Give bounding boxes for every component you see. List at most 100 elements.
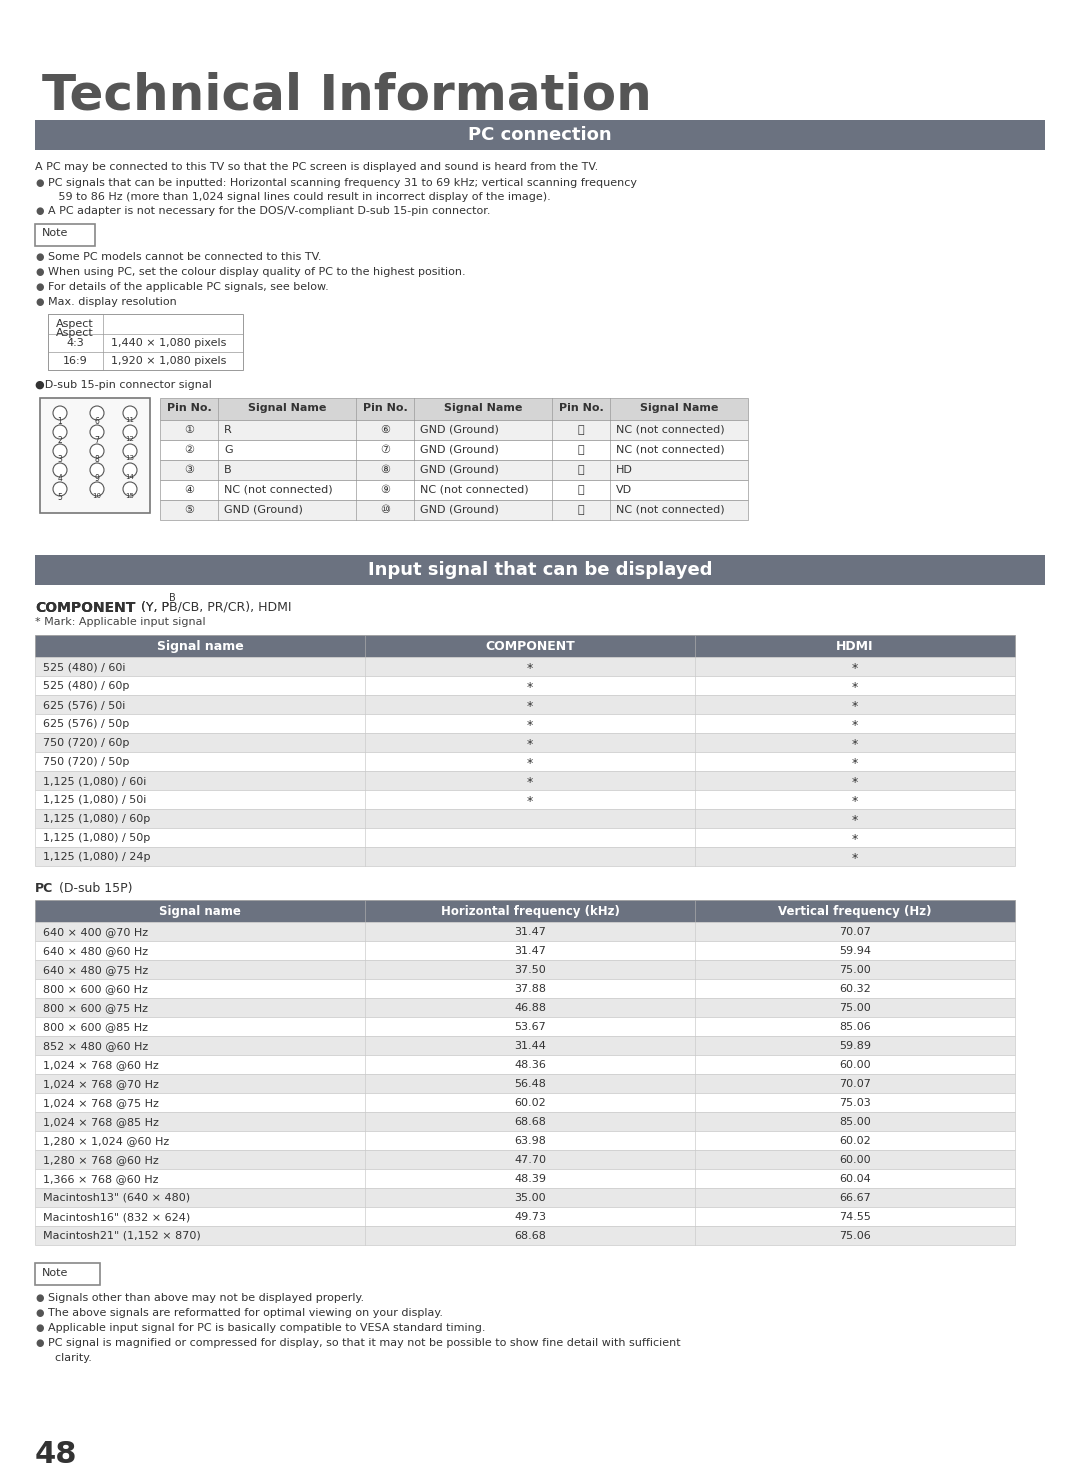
- Bar: [35, 1075, 1015, 1094]
- Bar: [35, 961, 1015, 978]
- Text: ⑨: ⑨: [380, 485, 390, 495]
- Text: 47.70: 47.70: [514, 1154, 546, 1165]
- Text: 625 (576) / 50i: 625 (576) / 50i: [43, 701, 125, 709]
- Text: ⒬: ⒬: [578, 466, 584, 474]
- Bar: [35, 120, 1045, 149]
- Text: * Mark: Applicable input signal: * Mark: Applicable input signal: [35, 616, 205, 627]
- Text: For details of the applicable PC signals, see below.: For details of the applicable PC signals…: [48, 282, 328, 293]
- Text: Aspect: Aspect: [56, 328, 94, 338]
- Bar: [160, 480, 748, 500]
- Text: 70.07: 70.07: [839, 927, 870, 937]
- Text: HD: HD: [616, 466, 633, 474]
- Text: ⑥: ⑥: [380, 426, 390, 435]
- Text: 1,024 × 768 @60 Hz: 1,024 × 768 @60 Hz: [43, 1060, 159, 1070]
- Text: *: *: [852, 834, 859, 845]
- Bar: [35, 1169, 1015, 1188]
- Text: 800 × 600 @85 Hz: 800 × 600 @85 Hz: [43, 1021, 148, 1032]
- Text: Macintosh16" (832 × 624): Macintosh16" (832 × 624): [43, 1212, 190, 1222]
- Bar: [35, 675, 1015, 695]
- Bar: [35, 1131, 1015, 1150]
- Text: ⑧: ⑧: [380, 466, 390, 474]
- Text: Max. display resolution: Max. display resolution: [48, 297, 177, 307]
- Text: 66.67: 66.67: [839, 1193, 870, 1203]
- Bar: [35, 733, 1015, 752]
- Circle shape: [90, 443, 104, 458]
- Text: 48.36: 48.36: [514, 1060, 545, 1070]
- Bar: [40, 398, 150, 513]
- Text: Note: Note: [42, 228, 68, 238]
- Text: 85.00: 85.00: [839, 1117, 870, 1128]
- Bar: [35, 695, 1015, 714]
- Text: ⑤: ⑤: [184, 505, 194, 514]
- Text: 1,125 (1,080) / 60p: 1,125 (1,080) / 60p: [43, 814, 150, 825]
- Text: ⒫: ⒫: [578, 445, 584, 455]
- Circle shape: [123, 406, 137, 420]
- Text: *: *: [527, 701, 534, 712]
- Text: 75.00: 75.00: [839, 965, 870, 975]
- Text: 13: 13: [125, 455, 135, 461]
- Bar: [48, 313, 103, 370]
- Text: *: *: [852, 757, 859, 770]
- Text: B: B: [224, 466, 231, 474]
- Text: PC signal is magnified or compressed for display, so that it may not be possible: PC signal is magnified or compressed for…: [48, 1338, 680, 1348]
- Text: 68.68: 68.68: [514, 1117, 545, 1128]
- Text: Input signal that can be displayed: Input signal that can be displayed: [368, 562, 712, 579]
- Text: COMPONENT: COMPONENT: [485, 640, 575, 653]
- Text: 53.67: 53.67: [514, 1021, 545, 1032]
- Text: Note: Note: [42, 1268, 68, 1278]
- Circle shape: [53, 482, 67, 497]
- Text: 31.47: 31.47: [514, 927, 545, 937]
- Bar: [35, 772, 1015, 791]
- Text: 1,366 × 768 @60 Hz: 1,366 × 768 @60 Hz: [43, 1174, 159, 1184]
- Text: 5: 5: [57, 494, 63, 503]
- Bar: [35, 998, 1015, 1017]
- Text: 750 (720) / 60p: 750 (720) / 60p: [43, 738, 130, 748]
- Text: 56.48: 56.48: [514, 1079, 545, 1089]
- Text: Aspect: Aspect: [56, 319, 94, 330]
- Circle shape: [90, 463, 104, 477]
- Text: 46.88: 46.88: [514, 1004, 546, 1012]
- Bar: [35, 1150, 1015, 1169]
- Text: ⑦: ⑦: [380, 445, 390, 455]
- Text: 60.00: 60.00: [839, 1154, 870, 1165]
- Text: ⒪: ⒪: [578, 426, 584, 435]
- Text: ③: ③: [184, 466, 194, 474]
- Text: PC signals that can be inputted: Horizontal scanning frequency 31 to 69 kHz; ver: PC signals that can be inputted: Horizon…: [48, 177, 637, 188]
- Circle shape: [53, 406, 67, 420]
- Text: 1,125 (1,080) / 50i: 1,125 (1,080) / 50i: [43, 795, 147, 806]
- Text: ●: ●: [35, 282, 43, 293]
- Text: ⒮: ⒮: [578, 505, 584, 514]
- Text: COMPONENT: COMPONENT: [35, 602, 135, 615]
- Circle shape: [90, 406, 104, 420]
- Bar: [35, 1017, 1015, 1036]
- Text: 1,125 (1,080) / 24p: 1,125 (1,080) / 24p: [43, 851, 150, 862]
- Bar: [160, 420, 748, 440]
- Text: 1,024 × 768 @75 Hz: 1,024 × 768 @75 Hz: [43, 1098, 159, 1108]
- Text: 1,280 × 1,024 @60 Hz: 1,280 × 1,024 @60 Hz: [43, 1137, 170, 1145]
- Circle shape: [123, 482, 137, 497]
- Bar: [35, 636, 1015, 658]
- Bar: [160, 500, 748, 520]
- Text: 48: 48: [35, 1440, 78, 1469]
- Text: 31.44: 31.44: [514, 1041, 545, 1051]
- Circle shape: [53, 426, 67, 439]
- Text: Signal Name: Signal Name: [247, 403, 326, 412]
- Text: B: B: [168, 593, 176, 603]
- Text: ④: ④: [184, 485, 194, 495]
- Text: Vertical frequency (Hz): Vertical frequency (Hz): [779, 905, 932, 918]
- Text: 37.50: 37.50: [514, 965, 545, 975]
- Text: ●: ●: [35, 253, 43, 262]
- Text: *: *: [527, 795, 534, 808]
- Text: GND (Ground): GND (Ground): [420, 445, 499, 455]
- Text: 37.88: 37.88: [514, 984, 546, 995]
- Text: Signal name: Signal name: [159, 905, 241, 918]
- Text: Signal Name: Signal Name: [444, 403, 523, 412]
- Text: Signal name: Signal name: [157, 640, 243, 653]
- Text: 4:3: 4:3: [66, 338, 84, 347]
- Text: 525 (480) / 60i: 525 (480) / 60i: [43, 662, 125, 672]
- Text: Signals other than above may not be displayed properly.: Signals other than above may not be disp…: [48, 1293, 364, 1304]
- Text: COMPONENT: COMPONENT: [35, 602, 135, 615]
- Text: Horizontal frequency (kHz): Horizontal frequency (kHz): [441, 905, 620, 918]
- Text: 48.39: 48.39: [514, 1174, 546, 1184]
- Text: A PC may be connected to this TV so that the PC screen is displayed and sound is: A PC may be connected to this TV so that…: [35, 163, 598, 171]
